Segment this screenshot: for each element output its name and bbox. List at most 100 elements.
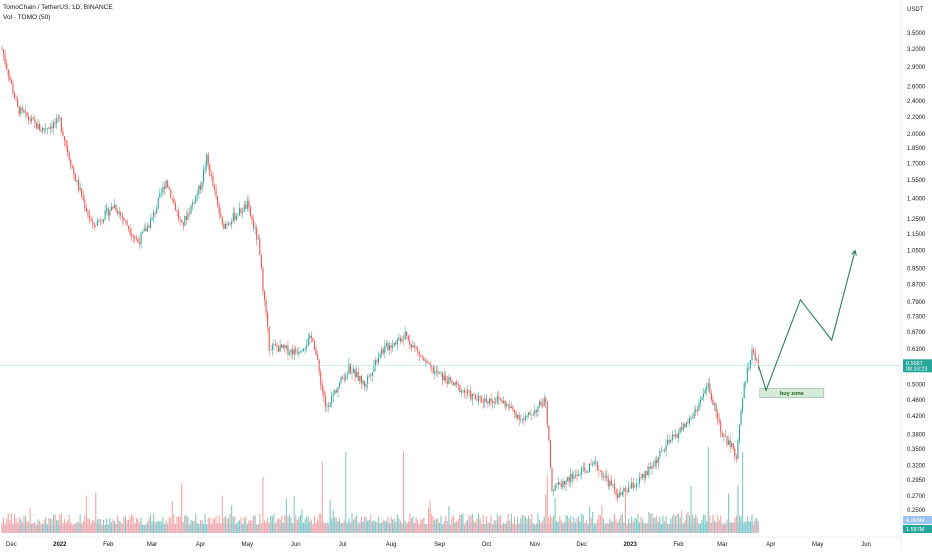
volume-bar [103,519,105,533]
volume-bar [324,524,326,533]
candle [187,208,189,221]
candle [504,400,506,411]
candle [571,470,573,485]
candle [465,388,467,400]
volume-bar [528,515,530,533]
volume-bar [695,514,697,533]
volume-bar [45,517,47,533]
volume-bar [34,522,36,533]
candle [73,164,75,181]
volume-bar [417,520,419,533]
volume-bar [459,515,461,533]
candle [146,222,148,232]
volume-bar [401,523,403,533]
candle [237,213,239,218]
candle [38,120,41,131]
candle [213,183,216,194]
volume-bar [565,514,567,533]
candle [184,215,186,227]
volume-bar [413,522,416,533]
volume-bar [23,515,25,533]
candle [424,358,426,368]
candle [676,432,678,439]
candle [126,218,128,226]
buy-zone-box[interactable] [759,388,825,399]
candle [642,473,644,480]
candle [178,207,180,223]
candle [623,485,625,498]
volume-bar [584,523,586,533]
candle [618,489,620,498]
candle [401,335,403,344]
price-axis[interactable]: USDT 3.5000 3.2000 2.9000 2.6000 2.4000 2.2000… [900,0,932,550]
volume-indicator-title[interactable]: Vol · TOMO (50) [3,14,51,21]
volume-bar [17,522,19,533]
candle [46,127,48,135]
volume-bar [396,513,398,533]
candle [257,234,259,240]
volume-bar [84,515,86,533]
candle [454,381,456,388]
candle [328,401,330,412]
volume-bar [467,519,469,533]
candle [548,425,550,442]
volume-bar [146,522,148,533]
volume-bar [656,515,658,533]
candle [307,332,309,347]
candle [645,470,647,481]
candle [437,366,439,378]
price-tick-label: 0.9500 [907,267,926,273]
volume-bar [687,512,689,533]
volume-bar [623,522,625,533]
volume-bar [721,524,723,533]
candle [753,347,755,356]
candle [351,367,353,380]
candle [637,482,639,485]
time-axis[interactable]: Dec 2022 Feb Mar Apr May Jun Jul Aug Sep Oct Nov Dec… [0,536,901,548]
svg-text:1.557M: 1.557M [906,527,925,533]
volume-bar [487,522,489,533]
volume-bar [632,521,634,533]
volume-bar [553,515,555,533]
candle [740,407,742,426]
volume-bar [42,523,44,533]
candle [131,228,133,242]
volume-bar [153,513,155,533]
volume-bar [171,501,173,533]
candle [343,372,345,384]
candle [198,184,200,200]
volume-bar [587,524,589,533]
candle [106,203,108,216]
volume-bar [63,518,66,533]
candle [651,462,653,475]
candle [18,106,20,117]
candle [596,461,598,471]
candle [332,390,334,403]
candle [388,341,391,356]
volume-bar [499,515,501,533]
candle [598,465,600,478]
candle [209,163,211,177]
candle [74,172,76,182]
candle [524,411,526,422]
volume-bar [220,523,222,533]
volume-bar [24,516,26,533]
volume-bar [259,513,261,533]
symbol-title[interactable]: TomoChain / TetherUS, 1D, BINANCE [3,4,113,11]
candle [559,481,561,485]
candle [245,200,247,210]
volume-bar [654,517,656,533]
candle [88,209,91,224]
candle [445,371,447,384]
candle [324,391,326,413]
candle [57,114,59,123]
time-tick-label: Jul [339,542,347,548]
volume-bar [579,520,581,533]
candle [12,80,14,96]
volume-bar [634,518,636,533]
projection-path[interactable] [757,250,856,392]
volume-bar [429,500,431,533]
